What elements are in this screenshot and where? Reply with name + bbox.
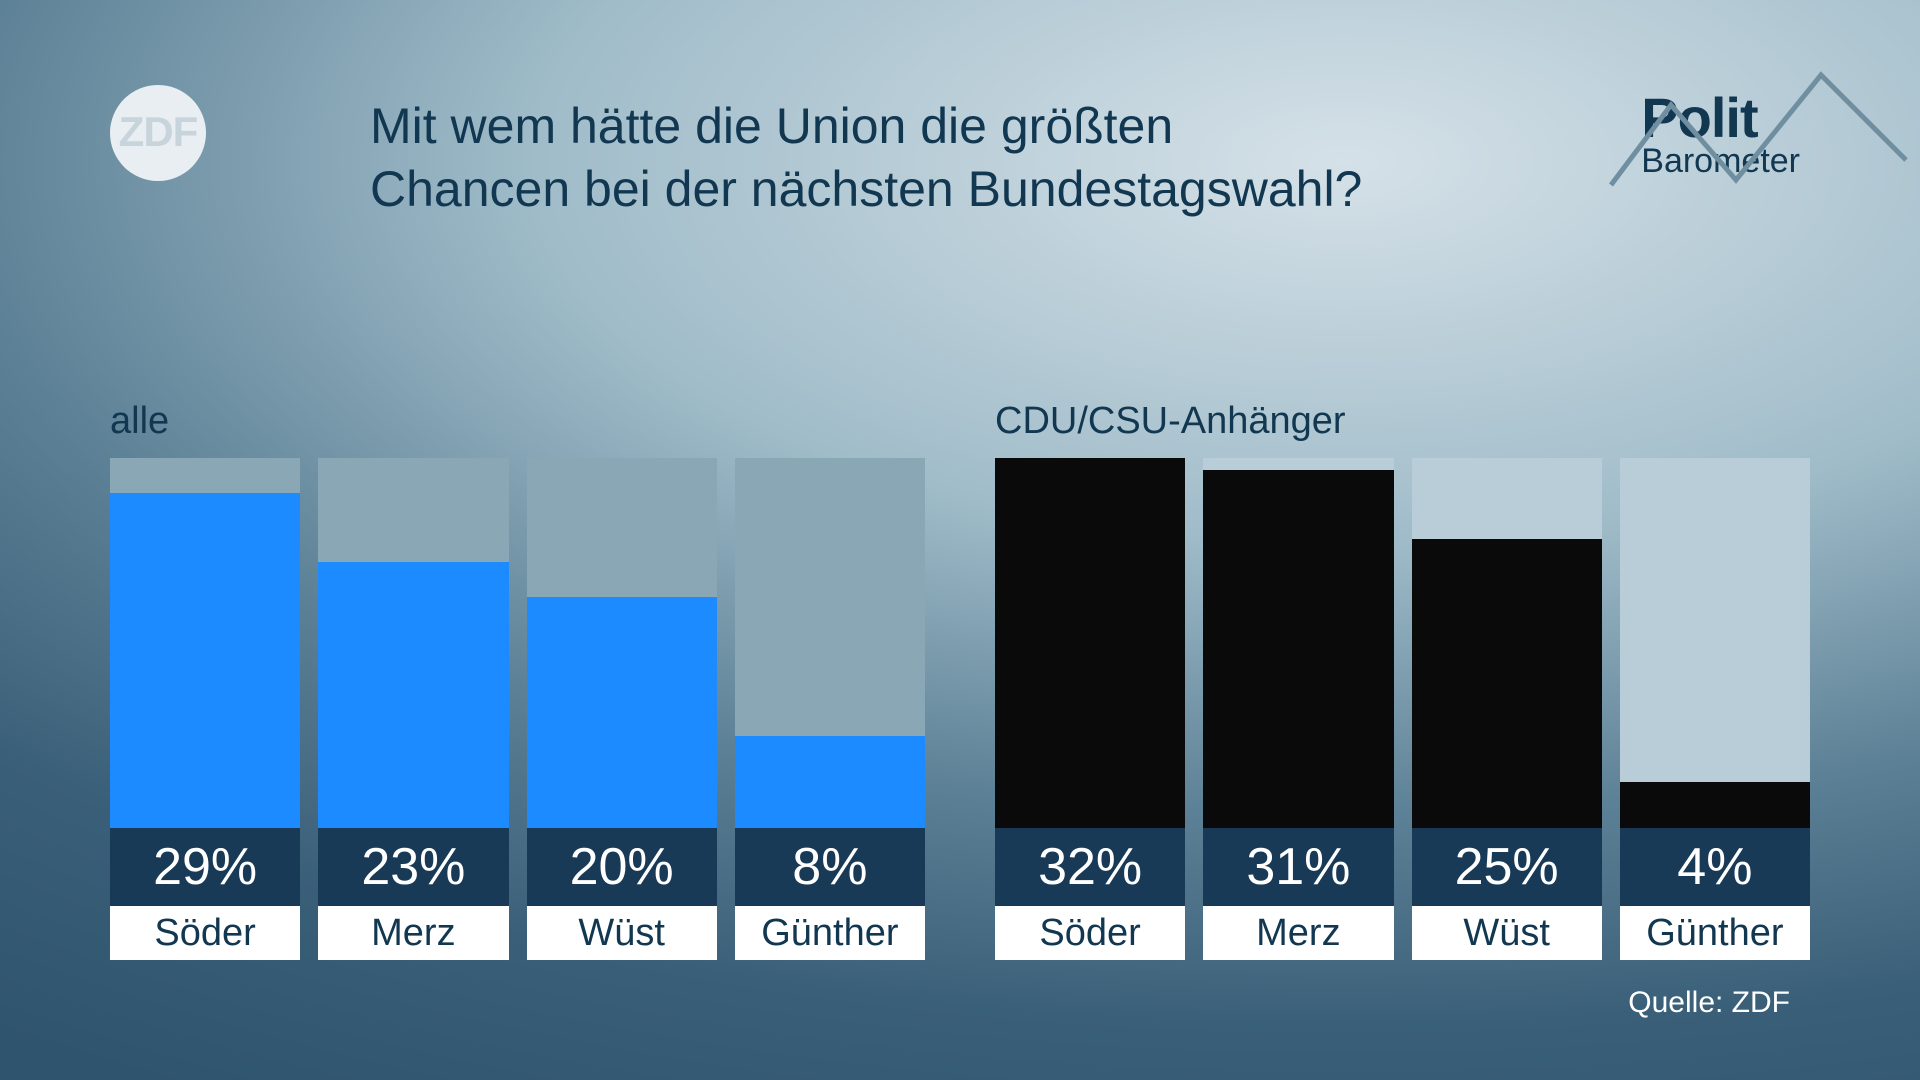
group-label: alle — [110, 400, 925, 443]
bar-value: 23% — [318, 828, 508, 906]
chart-title: Mit wem hätte die Union die größten Chan… — [370, 95, 1370, 220]
bar-name: Wüst — [1412, 906, 1602, 960]
bar-fill — [1620, 782, 1810, 828]
bar-column: 31%Merz — [1203, 455, 1393, 960]
bar-column: 4%Günther — [1620, 455, 1810, 960]
bar-column: 20%Wüst — [527, 455, 717, 960]
bar-name: Merz — [1203, 906, 1393, 960]
bar-name: Günther — [735, 906, 925, 960]
bar-wrap — [527, 458, 717, 828]
bar-fill — [110, 493, 300, 828]
bar-value: 4% — [1620, 828, 1810, 906]
bar-fill — [995, 458, 1185, 828]
bar-background — [1620, 458, 1810, 828]
zdf-logo-circle: ZDF — [110, 85, 206, 181]
bar-value: 29% — [110, 828, 300, 906]
bars-row: 32%Söder31%Merz25%Wüst4%Günther — [995, 455, 1810, 960]
bar-value: 8% — [735, 828, 925, 906]
politbarometer-logo: Polit Barometer — [1641, 85, 1800, 181]
bar-column: 8%Günther — [735, 455, 925, 960]
stage: ZDF Mit wem hätte die Union die größten … — [0, 0, 1920, 1080]
bar-value: 31% — [1203, 828, 1393, 906]
group-label: CDU/CSU-Anhänger — [995, 400, 1810, 443]
zdf-logo-text: ZDF — [119, 108, 198, 156]
bar-wrap — [1412, 458, 1602, 828]
bar-name: Söder — [110, 906, 300, 960]
source-label: Quelle: ZDF — [1628, 986, 1790, 1020]
bars-row: 29%Söder23%Merz20%Wüst8%Günther — [110, 455, 925, 960]
bar-column: 32%Söder — [995, 455, 1185, 960]
bar-name: Merz — [318, 906, 508, 960]
bar-value: 32% — [995, 828, 1185, 906]
bar-wrap — [995, 458, 1185, 828]
bar-name: Wüst — [527, 906, 717, 960]
bar-name: Söder — [995, 906, 1185, 960]
charts-area: alle29%Söder23%Merz20%Wüst8%GüntherCDU/C… — [110, 400, 1810, 960]
bar-wrap — [1620, 458, 1810, 828]
bar-value: 25% — [1412, 828, 1602, 906]
bar-wrap — [735, 458, 925, 828]
zdf-logo: ZDF — [110, 85, 206, 181]
bar-fill — [318, 562, 508, 828]
group-all: alle29%Söder23%Merz20%Wüst8%Günther — [110, 400, 925, 960]
bar-wrap — [318, 458, 508, 828]
politbarometer-line2: Barometer — [1641, 142, 1800, 181]
bar-wrap — [1203, 458, 1393, 828]
group-cdu-csu: CDU/CSU-Anhänger32%Söder31%Merz25%Wüst4%… — [995, 400, 1810, 960]
bar-column: 23%Merz — [318, 455, 508, 960]
politbarometer-line1: Polit — [1641, 85, 1800, 150]
bar-value: 20% — [527, 828, 717, 906]
bar-column: 25%Wüst — [1412, 455, 1602, 960]
bar-fill — [1412, 539, 1602, 828]
bar-wrap — [110, 458, 300, 828]
bar-fill — [527, 597, 717, 828]
bar-fill — [1203, 470, 1393, 828]
bar-column: 29%Söder — [110, 455, 300, 960]
bar-name: Günther — [1620, 906, 1810, 960]
bar-fill — [735, 736, 925, 829]
